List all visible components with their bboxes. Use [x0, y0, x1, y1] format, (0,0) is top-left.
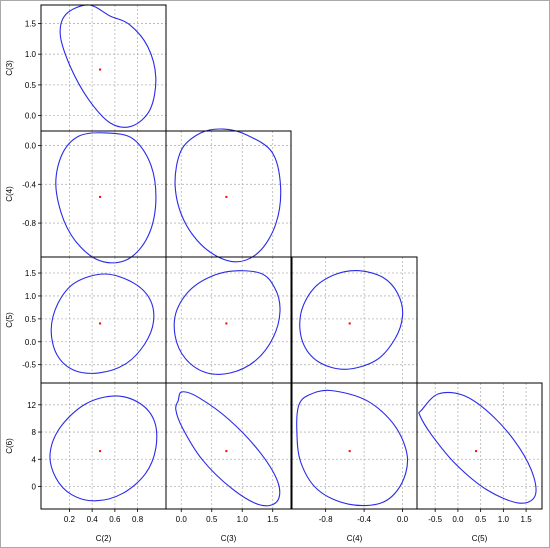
center-point [225, 322, 228, 325]
y-tick-label: 0 [32, 483, 37, 492]
panel-c4-c5 [291, 256, 418, 384]
y-axis-label: C(5) [5, 312, 14, 328]
center-point [99, 450, 102, 453]
y-tick-label: 4 [32, 455, 37, 464]
panel-c2-c6: 0 4 8 12 C(6) 0.2 0.4 0.6 0.8 C(2) [5, 382, 167, 543]
y-tick-label: 0.5 [25, 315, 37, 324]
confidence-ellipse [49, 395, 158, 502]
y-tick-label: 1.0 [25, 50, 37, 59]
y-tick-label: 1.5 [25, 19, 37, 28]
x-tick-label: 1.0 [498, 515, 510, 524]
y-axis-label: C(4) [5, 186, 14, 202]
x-axis-label: C(2) [96, 534, 112, 543]
confidence-ellipse [55, 132, 157, 264]
panel-c3-c4 [165, 128, 292, 263]
x-tick-label: 0.2 [64, 515, 76, 524]
panel-c5-c6: -0.5 0.0 0.5 1.0 1.5 C(5) [416, 382, 543, 543]
panel-c2-c5: -0.5 0.0 0.5 1.0 1.5 C(5) [5, 256, 167, 384]
x-tick-label: 0.6 [109, 515, 121, 524]
panel-frame [291, 382, 418, 510]
confidence-ellipse [173, 270, 281, 375]
y-tick-label: 1.5 [25, 269, 37, 278]
y-tick-label: 0.0 [25, 142, 37, 151]
confidence-ellipse [174, 128, 282, 263]
y-tick-label: 1.0 [25, 292, 37, 301]
panel-c2-c4: -0.8 -0.4 0.0 C(4) [5, 130, 167, 264]
x-tick-label: 1.5 [521, 515, 533, 524]
panel-c3-c5 [165, 256, 292, 384]
center-point [99, 322, 102, 325]
panel-frame [165, 130, 292, 258]
panel-c3-c6: 0.0 0.5 1.0 1.5 C(3) [165, 382, 292, 543]
x-tick-label: -0.4 [357, 515, 371, 524]
panel-c4-c6: -0.8 -0.4 0.0 C(4) [291, 382, 418, 543]
x-tick-label: 0.5 [206, 515, 218, 524]
panel-c2-c3: 0.0 0.5 1.0 1.5 C(3) [5, 4, 167, 132]
confidence-ellipse [418, 391, 537, 504]
y-tick-label: 0.0 [25, 338, 37, 347]
y-axis-label: C(3) [5, 60, 14, 76]
y-axis-label: C(6) [5, 438, 14, 454]
y-tick-label: -0.4 [22, 180, 36, 189]
y-tick-label: 0.0 [25, 112, 37, 121]
x-tick-label: -0.5 [428, 515, 442, 524]
panel-frame [416, 382, 543, 510]
confidence-ellipse [50, 273, 155, 374]
confidence-ellipse [299, 270, 404, 370]
y-tick-label: -0.8 [22, 219, 36, 228]
center-point [348, 322, 351, 325]
center-point [475, 450, 478, 453]
center-point [99, 195, 102, 198]
y-tick-label: 12 [27, 401, 36, 410]
y-tick-label: -0.5 [22, 361, 36, 370]
x-axis-label: C(5) [472, 534, 488, 543]
center-point [225, 450, 228, 453]
panel-frame [40, 256, 167, 384]
x-tick-label: 1.0 [237, 515, 249, 524]
x-tick-label: 0.0 [176, 515, 188, 524]
x-axis-label: C(4) [347, 534, 363, 543]
x-tick-label: 0.4 [87, 515, 99, 524]
x-tick-label: 0.0 [397, 515, 409, 524]
panel-frame [40, 382, 167, 510]
panel-frame [165, 382, 292, 510]
confidence-ellipse [175, 391, 281, 507]
panel-frame [165, 256, 292, 384]
panel-frame [40, 4, 167, 132]
x-tick-label: 0.8 [132, 515, 144, 524]
y-tick-label: 0.5 [25, 81, 37, 90]
y-tick-label: 8 [32, 428, 37, 437]
center-point [99, 68, 102, 71]
center-point [225, 195, 228, 198]
panel-frame [291, 256, 418, 384]
confidence-ellipse [59, 4, 157, 128]
center-point [348, 450, 351, 453]
x-axis-label: C(3) [221, 534, 237, 543]
x-tick-label: 1.5 [267, 515, 279, 524]
x-tick-label: -0.8 [319, 515, 333, 524]
x-tick-label: 0.0 [452, 515, 464, 524]
confidence-ellipse [296, 389, 409, 507]
x-tick-label: 0.5 [475, 515, 487, 524]
